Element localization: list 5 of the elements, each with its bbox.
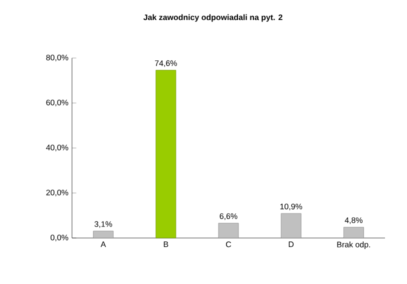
bar — [280, 213, 302, 238]
bar — [218, 222, 239, 238]
bar — [93, 230, 114, 238]
bar — [344, 227, 364, 238]
bar — [156, 70, 176, 238]
